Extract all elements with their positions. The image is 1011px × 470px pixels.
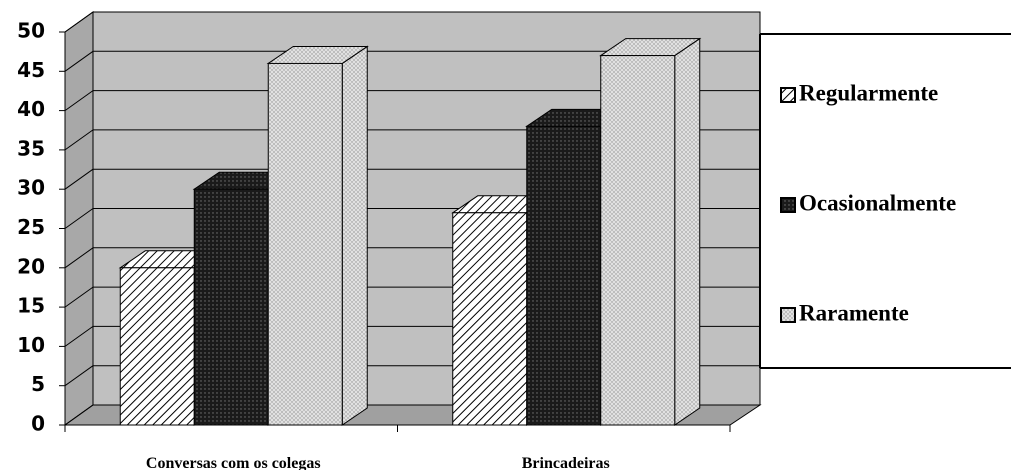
legend-swatch	[780, 307, 796, 323]
legend-label: Raramente	[799, 300, 909, 325]
bar	[193, 188, 269, 426]
bar	[267, 62, 343, 426]
bar	[600, 55, 676, 426]
grid-line	[64, 208, 94, 229]
bar-side	[341, 45, 368, 426]
y-tick-label: 10	[17, 333, 45, 357]
y-tick-label: 5	[31, 372, 45, 396]
y-tick-label: 40	[17, 97, 45, 121]
legend-swatch	[780, 197, 796, 213]
grid-line	[64, 247, 94, 269]
grid-line	[64, 404, 94, 426]
grid-line	[64, 129, 94, 151]
bar	[526, 125, 602, 426]
grid-line	[64, 286, 94, 308]
bar	[452, 212, 528, 426]
y-tick-label: 30	[17, 176, 45, 200]
grid-line	[64, 325, 94, 347]
grid-line	[64, 11, 94, 33]
y-tick-label: 20	[17, 254, 45, 278]
grid-line	[64, 168, 94, 190]
y-tick-label: 25	[17, 215, 45, 239]
legend-label: Regularmente	[799, 80, 938, 105]
y-tick-label: 50	[17, 19, 45, 43]
grid-line	[64, 90, 94, 112]
legend-swatch	[780, 87, 796, 103]
y-tick-label: 45	[17, 58, 45, 82]
bar-side	[674, 37, 701, 426]
y-tick-label: 0	[31, 412, 45, 436]
bar	[119, 267, 195, 426]
grid-line	[64, 50, 94, 72]
x-tick-label: Conversas com os colegas	[146, 455, 321, 470]
y-tick-label: 15	[17, 294, 45, 318]
legend-label: Ocasionalmente	[799, 190, 956, 215]
y-tick-label: 35	[17, 136, 45, 160]
grid-line	[64, 365, 94, 387]
x-tick-label: Brincadeiras	[522, 455, 610, 470]
